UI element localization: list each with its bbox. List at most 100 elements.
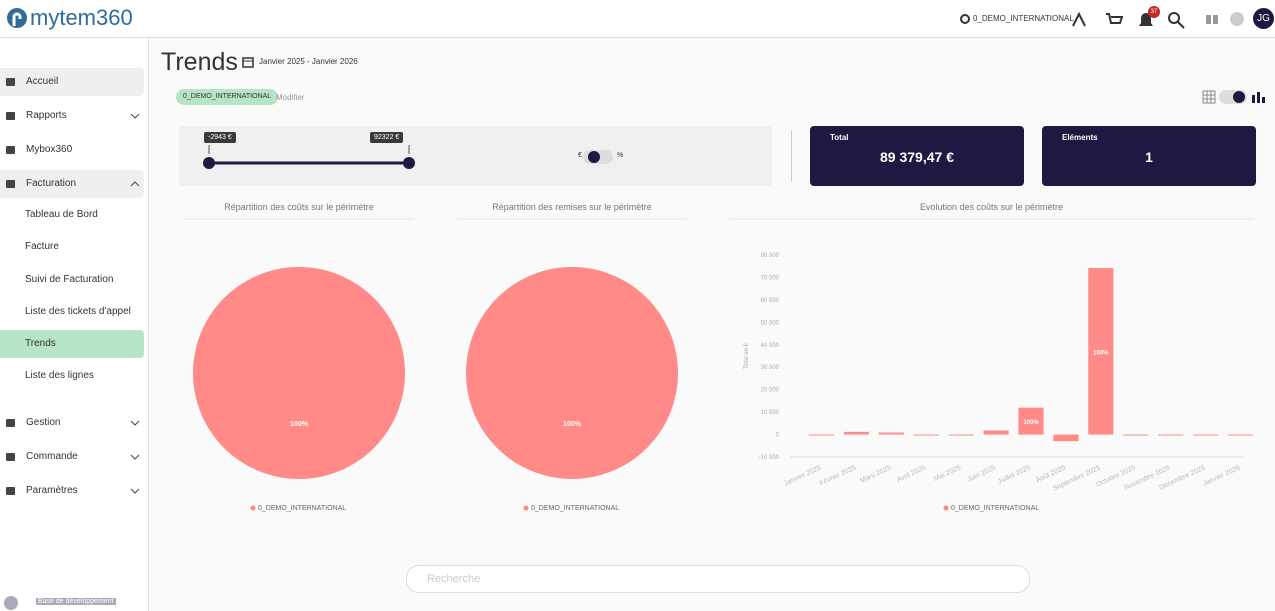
nav-item[interactable]: Facture	[0, 233, 144, 261]
search-box[interactable]: Recherche	[406, 565, 1030, 593]
nav-item[interactable]: Tableau de Bord	[0, 201, 144, 229]
bar	[1053, 434, 1079, 442]
divider	[791, 130, 792, 182]
bar	[913, 434, 939, 436]
legend-label: 0_DEMO_INTERNATIONAL	[531, 505, 619, 512]
bar-label: 100%	[1093, 350, 1109, 356]
bar	[808, 434, 835, 436]
y-tick-label: 50 000	[761, 320, 780, 326]
nav-icon	[6, 453, 15, 461]
footer-icon	[4, 596, 18, 610]
bar	[1018, 407, 1044, 435]
chevron	[130, 454, 140, 460]
x-tick-label: Avril 2025	[896, 464, 927, 483]
range-panel	[179, 126, 772, 186]
range-slider[interactable]	[179, 126, 772, 186]
y-tick-label: 40 000	[761, 343, 780, 349]
legend-marker	[523, 505, 529, 511]
logo: mytem360	[30, 5, 133, 30]
bar	[983, 430, 1009, 435]
legend-label: 0_DEMO_INTERNATIONAL	[951, 505, 1039, 512]
nav-item[interactable]: Rapports	[0, 102, 144, 130]
avatar[interactable]: JG	[1253, 8, 1274, 29]
nav-label: Accueil	[26, 76, 59, 87]
nav-item[interactable]: Suivi de Facturation	[0, 266, 144, 294]
nav-icon	[6, 146, 15, 154]
pie-label: 100%	[563, 421, 582, 428]
chart-title: Répartition des remises sur le périmètre	[492, 202, 652, 212]
nav-icon	[6, 78, 15, 86]
chevron	[130, 181, 140, 187]
filter-chip[interactable]: 0_DEMO_INTERNATIONAL	[176, 89, 279, 105]
card-value: 89 379,47 €	[880, 149, 954, 165]
chevron	[130, 113, 140, 119]
nav-item[interactable]: Gestion	[0, 409, 144, 437]
total-card: Total 89 379,47 €	[810, 126, 1024, 186]
y-tick-label: 10 000	[761, 410, 780, 416]
bar	[1123, 434, 1149, 436]
search-placeholder: Recherche	[427, 573, 481, 585]
chart-title: Evolution des coûts sur le périmètre	[920, 202, 1063, 212]
nav-label: Paramètres	[26, 485, 78, 496]
nav-item[interactable]: Mybox360	[0, 136, 144, 164]
nav-icon	[6, 487, 15, 495]
nav-item[interactable]: Facturation	[0, 170, 144, 198]
elements-card: Eléments 1	[1042, 126, 1256, 186]
nav-item[interactable]: Accueil	[0, 68, 144, 96]
nav-item[interactable]: Trends	[0, 330, 144, 358]
legend-label: 0_DEMO_INTERNATIONAL	[258, 505, 346, 512]
period[interactable]: Janvier 2025 - Janvier 2026	[259, 57, 358, 66]
nav-label: Facture	[25, 241, 59, 252]
nav-item[interactable]: Paramètres	[0, 477, 144, 505]
y-tick-label: 60 000	[761, 298, 780, 304]
range-max[interactable]: 92322 €	[370, 132, 404, 143]
nav-label: Liste des lignes	[25, 370, 94, 381]
nav-label: Mybox360	[26, 144, 73, 155]
legend-marker	[943, 505, 949, 511]
nav-item[interactable]: Commande	[0, 443, 144, 471]
edit-link[interactable]: Modifier	[276, 93, 305, 102]
bar-label: 100%	[1023, 420, 1039, 426]
card-value: 1	[1145, 149, 1153, 165]
sidebar: Base de développement Accueil Rapports Myb…	[0, 38, 149, 611]
header-icons	[1072, 11, 1244, 29]
nav-label: Trends	[25, 338, 56, 349]
bar	[843, 431, 869, 435]
x-tick-label: Mars 2025	[859, 464, 892, 484]
card-label: Eléments	[1062, 133, 1098, 142]
logo-icon	[7, 8, 27, 28]
view-toggle[interactable]	[1202, 89, 1268, 105]
y-axis-label: Total en €	[744, 342, 750, 369]
org-icon	[960, 14, 970, 24]
x-tick-label: Juillet 2025	[997, 464, 1032, 485]
nav-label: Commande	[26, 451, 78, 462]
bar	[948, 434, 974, 436]
nav-item[interactable]: Liste des lignes	[0, 362, 144, 390]
nav-label: Tableau de Bord	[25, 209, 98, 220]
y-tick-label: 30 000	[761, 365, 780, 371]
chart-title: Répartition des coûts sur le périmètre	[224, 202, 374, 212]
nav-icon	[6, 180, 15, 188]
x-tick-label: Janvier 2025	[783, 464, 822, 487]
x-tick-label: Juin 2025	[966, 464, 997, 483]
x-tick-label: Février 2025	[819, 464, 858, 487]
bar	[1193, 434, 1219, 436]
bar	[1088, 268, 1114, 435]
bar	[878, 432, 904, 435]
nav-label: Gestion	[26, 417, 61, 428]
y-tick-label: 70 000	[761, 275, 780, 281]
unit-euro[interactable]: €	[578, 152, 582, 159]
pie-slice	[466, 267, 678, 479]
nav-item[interactable]: Liste des tickets d'appel	[0, 298, 144, 326]
y-tick-label: 20 000	[761, 388, 780, 394]
y-tick-label: 0	[776, 433, 780, 439]
y-tick-label: 80 000	[761, 253, 780, 259]
pie-label: 100%	[290, 421, 309, 428]
nav-label: Facturation	[26, 178, 77, 189]
nav-icon	[6, 112, 15, 120]
range-min[interactable]: -2943 €	[204, 132, 236, 143]
unit-percent[interactable]: %	[617, 152, 624, 159]
org[interactable]: 0_DEMO_INTERNATIONAL	[973, 14, 1074, 23]
nav-label: Liste des tickets d'appel	[25, 306, 131, 317]
